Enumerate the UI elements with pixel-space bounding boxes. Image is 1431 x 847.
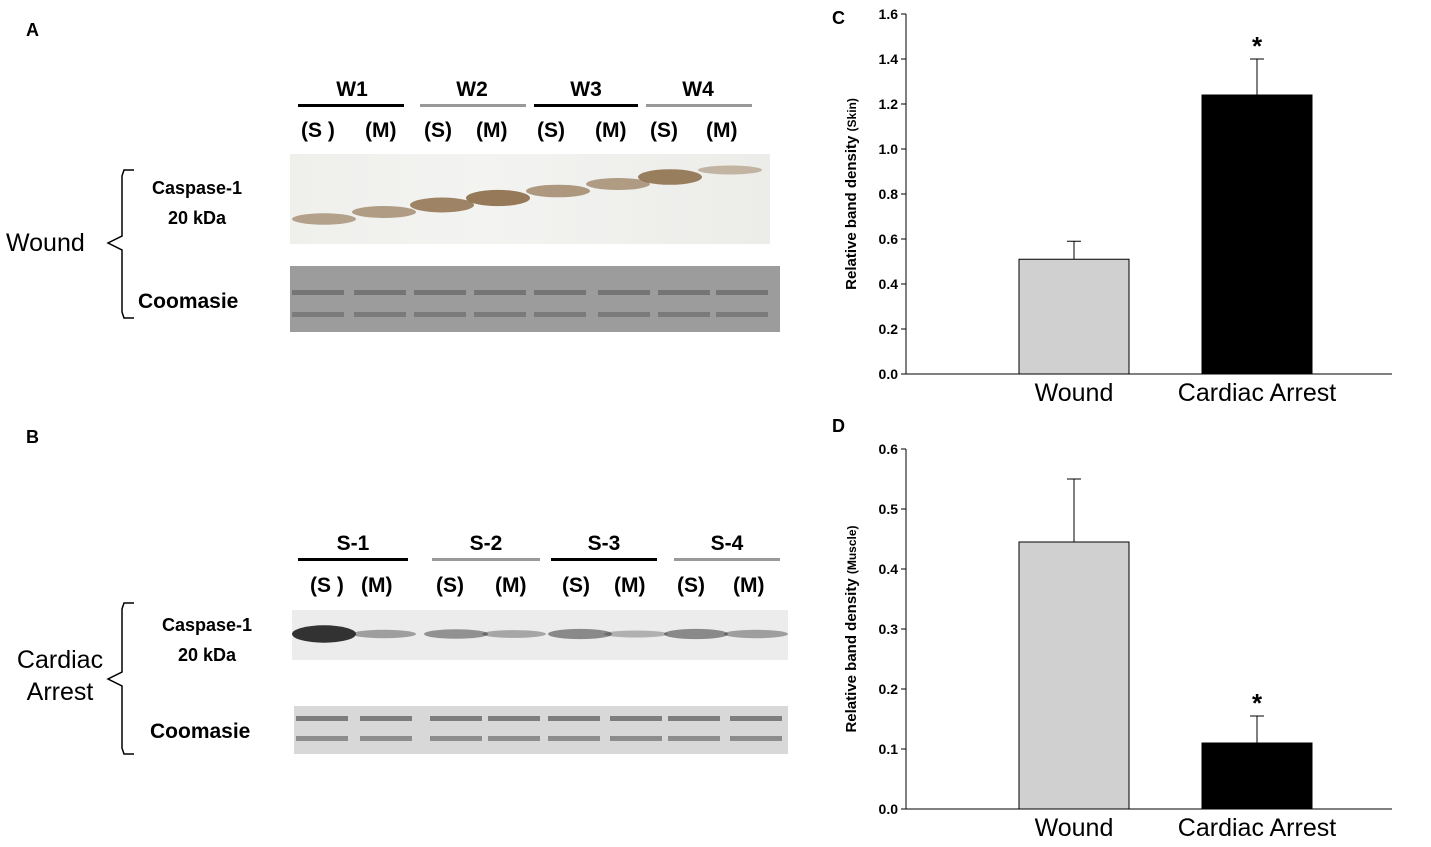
lane-sub-b-4: (M) [495, 574, 527, 597]
lane-sub-b-3: (S) [436, 574, 464, 597]
caspase-label-a-line2: 20 kDa [167, 208, 227, 228]
condition-label-cardiac-arrest: Cardiac Arrest [8, 644, 112, 708]
caspase-label-a: Caspase-1 20 kDa [132, 173, 262, 233]
y-tick-label: 0.3 [879, 621, 899, 637]
coomassie-gel-a [290, 266, 780, 332]
y-tick-label: 0.0 [879, 801, 899, 817]
category-label: Cardiac Arrest [1178, 814, 1336, 842]
lane-sub-a-2: (M) [365, 119, 397, 142]
y-tick-label: 1.0 [879, 141, 899, 157]
group-line-s4 [674, 558, 780, 561]
y-tick-label: 0.8 [879, 186, 899, 202]
y-tick-label: 0.6 [879, 441, 899, 457]
group-line-w4 [646, 104, 752, 107]
lane-group-s3: S-3 [587, 532, 621, 555]
coomassie-gel-b [294, 706, 788, 754]
y-tick-label: 0.1 [879, 741, 899, 757]
group-line-w2 [420, 104, 526, 107]
y-axis-label: Relative band density (Muscle) [843, 525, 860, 732]
panel-b-letter: B [26, 427, 39, 447]
lane-sub-a-4: (M) [476, 119, 508, 142]
lane-group-w4: W4 [682, 78, 714, 101]
y-tick-label: 0.2 [879, 681, 899, 697]
caspase-label-a-line1: Caspase-1 [151, 178, 243, 198]
caspase-label-b-line1: Caspase-1 [161, 615, 253, 635]
lane-sub-a-5: (S) [537, 119, 565, 142]
y-tick-label: 0.5 [879, 501, 899, 517]
category-label: Wound [1035, 379, 1114, 407]
lane-group-s4: S-4 [710, 532, 744, 555]
bar-wound [1018, 258, 1130, 375]
caspase-label-b-line2: 20 kDa [177, 645, 237, 665]
lane-sub-a-3: (S) [424, 119, 452, 142]
group-line-s2 [432, 558, 540, 561]
y-tick-label: 1.2 [879, 96, 899, 112]
coomasie-label-b: Coomasie [150, 720, 251, 743]
caspase-label-b: Caspase-1 20 kDa [142, 610, 272, 670]
y-tick-label: 0.6 [879, 231, 899, 247]
lane-group-w3: W3 [570, 78, 602, 101]
condition-label-wound: Wound [6, 229, 85, 257]
lane-group-w1: W1 [336, 78, 368, 101]
bar-wound [1018, 541, 1130, 810]
lane-sub-a-6: (M) [595, 119, 627, 142]
category-label: Wound [1035, 814, 1114, 842]
lane-sub-b-8: (M) [733, 574, 765, 597]
group-line-w1 [298, 104, 404, 107]
western-blot-b [292, 610, 788, 660]
panel-d-letter: D [832, 416, 845, 436]
group-line-s3 [551, 558, 657, 561]
group-line-s1 [298, 558, 408, 561]
western-blot-a [290, 154, 770, 244]
lane-sub-b-7: (S) [677, 574, 705, 597]
lane-group-w2: W2 [456, 78, 488, 101]
panel-a-letter: A [26, 20, 39, 40]
lane-sub-a-7: (S) [650, 119, 678, 142]
lane-sub-a-1: (S ) [301, 119, 335, 142]
significance-marker: * [1252, 688, 1263, 718]
y-tick-label: 0.4 [879, 561, 899, 577]
coomasie-label-a: Coomasie [138, 290, 239, 313]
category-label: Cardiac Arrest [1178, 379, 1336, 407]
condition-label-arrest: Arrest [26, 678, 94, 706]
bar-cardiac-arrest [1201, 742, 1313, 810]
lane-sub-b-2: (M) [361, 574, 393, 597]
y-tick-label: 0.4 [879, 276, 899, 292]
lane-sub-b-5: (S) [562, 574, 590, 597]
condition-label-cardiac: Cardiac [16, 646, 104, 674]
group-line-w3 [534, 104, 638, 107]
y-tick-label: 0.2 [879, 321, 899, 337]
lane-group-s2: S-2 [469, 532, 503, 555]
lane-group-s1: S-1 [336, 532, 370, 555]
bar-cardiac-arrest [1201, 94, 1313, 375]
y-tick-label: 1.6 [879, 6, 899, 22]
significance-marker: * [1252, 31, 1263, 61]
y-tick-label: 1.4 [879, 51, 899, 67]
lane-sub-b-6: (M) [614, 574, 646, 597]
y-axis-label: Relative band density (Skin) [843, 98, 860, 290]
y-tick-label: 0.0 [879, 366, 899, 382]
lane-sub-a-8: (M) [706, 119, 738, 142]
panel-c-letter: C [832, 8, 845, 28]
lane-sub-b-1: (S ) [310, 574, 344, 597]
